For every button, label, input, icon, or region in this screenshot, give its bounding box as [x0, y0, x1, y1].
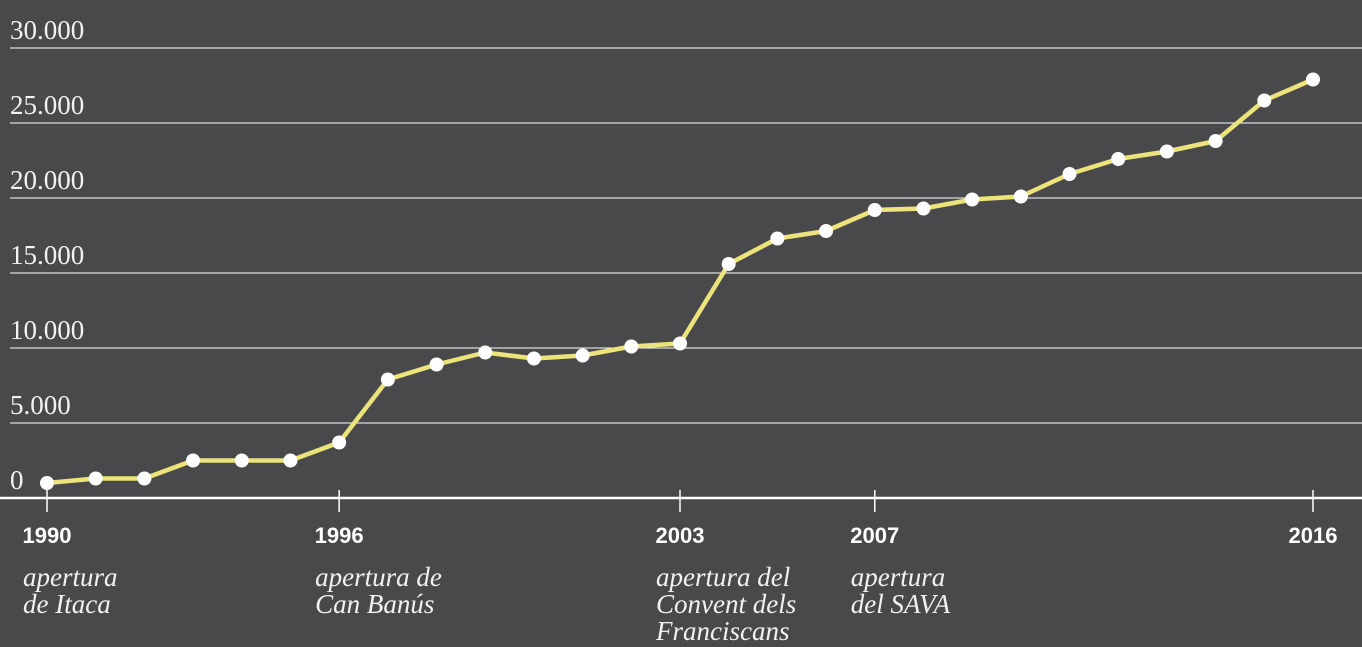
point	[1159, 144, 1174, 159]
x-tick-label: 2016	[1289, 523, 1338, 548]
x-tick-label: 1996	[315, 523, 364, 548]
y-tick-label: 20.000	[10, 165, 84, 195]
point	[1111, 152, 1126, 166]
point	[1208, 134, 1223, 148]
point	[1306, 72, 1320, 87]
point	[88, 471, 103, 486]
annotation: Franciscans	[655, 616, 789, 646]
x-tick-label: 2007	[850, 523, 899, 548]
point	[721, 257, 736, 271]
annotation: apertura	[851, 562, 946, 592]
point	[186, 453, 201, 468]
point	[1013, 189, 1028, 204]
point	[380, 372, 395, 387]
annotation: apertura de	[315, 562, 442, 592]
annotation: del SAVA	[851, 589, 951, 619]
line	[46, 77, 1314, 486]
point	[526, 351, 541, 366]
y-tick-label: 0	[10, 465, 24, 495]
point	[867, 203, 882, 217]
point	[429, 357, 444, 372]
y-tick-label: 30.000	[10, 15, 84, 45]
annotation: apertura del	[656, 562, 790, 592]
point	[234, 453, 249, 468]
x-tick-label: 2003	[656, 523, 705, 548]
point	[624, 339, 639, 354]
point	[137, 471, 152, 486]
y-tick-label: 15.000	[10, 240, 84, 270]
point	[770, 231, 785, 246]
point	[575, 348, 590, 363]
annotation: Can Banús	[315, 589, 434, 619]
annotation: de Itaca	[23, 589, 111, 619]
y-tick-label: 10.000	[10, 315, 84, 345]
point	[916, 201, 931, 216]
point	[819, 224, 834, 238]
point	[283, 453, 298, 468]
y-tick-label: 5.000	[10, 390, 71, 420]
point	[965, 192, 980, 207]
point	[40, 476, 54, 490]
point	[1062, 167, 1077, 181]
point	[1257, 93, 1272, 108]
point	[332, 435, 347, 450]
annotation: apertura	[23, 562, 118, 592]
point	[478, 345, 493, 360]
point	[673, 336, 687, 351]
y-tick-label: 25.000	[10, 90, 84, 120]
x-tick-label: 1990	[23, 523, 72, 548]
annotation: Convent dels	[656, 589, 796, 619]
